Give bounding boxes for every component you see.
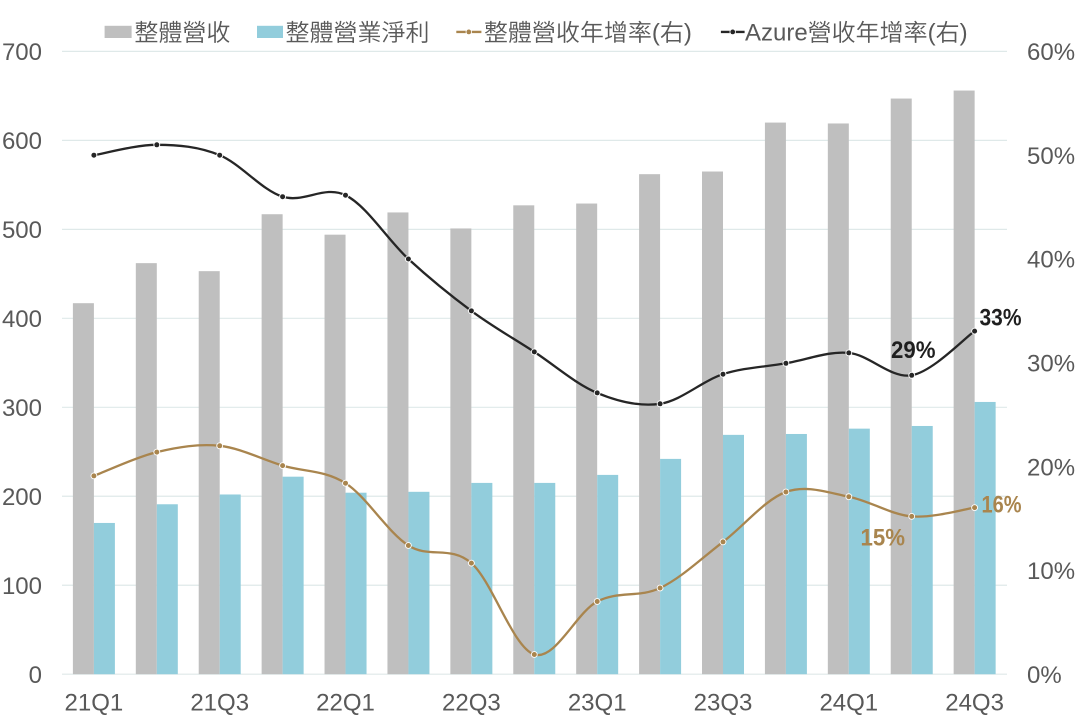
svg-text:21Q1: 21Q1 [65, 690, 124, 717]
svg-text:0%: 0% [1027, 662, 1062, 689]
svg-text:100: 100 [2, 573, 42, 600]
svg-text:): ) [960, 20, 968, 47]
svg-text:): ) [684, 20, 692, 47]
svg-text:21Q3: 21Q3 [190, 690, 249, 717]
svg-text:0: 0 [29, 662, 42, 689]
svg-text:24Q1: 24Q1 [819, 690, 878, 717]
svg-text:20%: 20% [1027, 454, 1075, 481]
svg-text:40%: 40% [1027, 247, 1075, 274]
svg-text:(: ( [928, 20, 936, 47]
svg-text:24Q3: 24Q3 [945, 690, 1004, 717]
svg-text:Azure: Azure [745, 20, 808, 47]
svg-text:600: 600 [2, 128, 42, 155]
svg-text:(: ( [652, 20, 660, 47]
svg-text:23Q3: 23Q3 [694, 690, 753, 717]
svg-text:22Q1: 22Q1 [316, 690, 375, 717]
svg-text:22Q3: 22Q3 [442, 690, 501, 717]
svg-text:200: 200 [2, 484, 42, 511]
svg-text:300: 300 [2, 395, 42, 422]
svg-text:400: 400 [2, 306, 42, 333]
svg-text:500: 500 [2, 217, 42, 244]
svg-text:29%: 29% [891, 337, 936, 364]
svg-text:30%: 30% [1027, 351, 1075, 378]
svg-text:23Q1: 23Q1 [568, 690, 627, 717]
svg-text:700: 700 [2, 39, 42, 66]
svg-text:60%: 60% [1027, 39, 1075, 66]
svg-text:50%: 50% [1027, 143, 1075, 170]
svg-text:10%: 10% [1027, 558, 1075, 585]
svg-text:33%: 33% [980, 305, 1022, 332]
svg-text:16%: 16% [982, 492, 1022, 519]
svg-text:15%: 15% [861, 525, 906, 552]
